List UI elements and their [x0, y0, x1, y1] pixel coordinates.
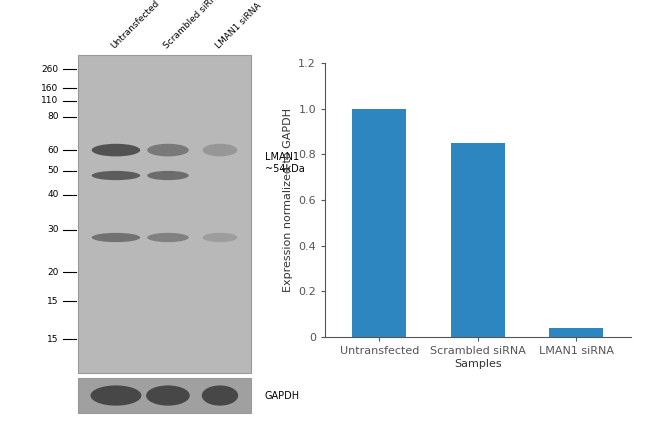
Ellipse shape [90, 386, 142, 406]
Ellipse shape [92, 233, 140, 242]
Text: 15: 15 [47, 335, 58, 344]
Text: LMAN1
~54kDa: LMAN1 ~54kDa [265, 152, 305, 173]
Ellipse shape [202, 386, 238, 406]
Text: 20: 20 [47, 268, 58, 277]
Text: GAPDH: GAPDH [265, 391, 300, 400]
Text: 40: 40 [47, 190, 58, 199]
Text: LMAN1 siRNA: LMAN1 siRNA [214, 1, 263, 51]
Ellipse shape [147, 171, 188, 180]
X-axis label: Samples: Samples [454, 359, 502, 369]
Text: Untransfected: Untransfected [110, 0, 161, 51]
Y-axis label: Expression normalized to GAPDH: Expression normalized to GAPDH [283, 108, 292, 292]
Bar [549, 328, 603, 337]
Bar [352, 109, 406, 337]
Text: 160: 160 [42, 84, 58, 93]
FancyBboxPatch shape [78, 378, 251, 413]
Ellipse shape [147, 144, 188, 156]
Text: 15: 15 [47, 296, 58, 306]
Text: Scrambled siRNA: Scrambled siRNA [162, 0, 223, 51]
Ellipse shape [203, 144, 237, 156]
Ellipse shape [92, 171, 140, 180]
Ellipse shape [146, 386, 190, 406]
Bar [450, 143, 505, 337]
Ellipse shape [92, 144, 140, 156]
Ellipse shape [203, 233, 237, 242]
Text: 110: 110 [42, 96, 58, 105]
Text: 80: 80 [47, 112, 58, 121]
Text: 50: 50 [47, 166, 58, 175]
Text: 30: 30 [47, 225, 58, 234]
Text: 260: 260 [42, 64, 58, 74]
Ellipse shape [147, 233, 188, 242]
FancyBboxPatch shape [78, 55, 251, 373]
Text: 60: 60 [47, 146, 58, 155]
